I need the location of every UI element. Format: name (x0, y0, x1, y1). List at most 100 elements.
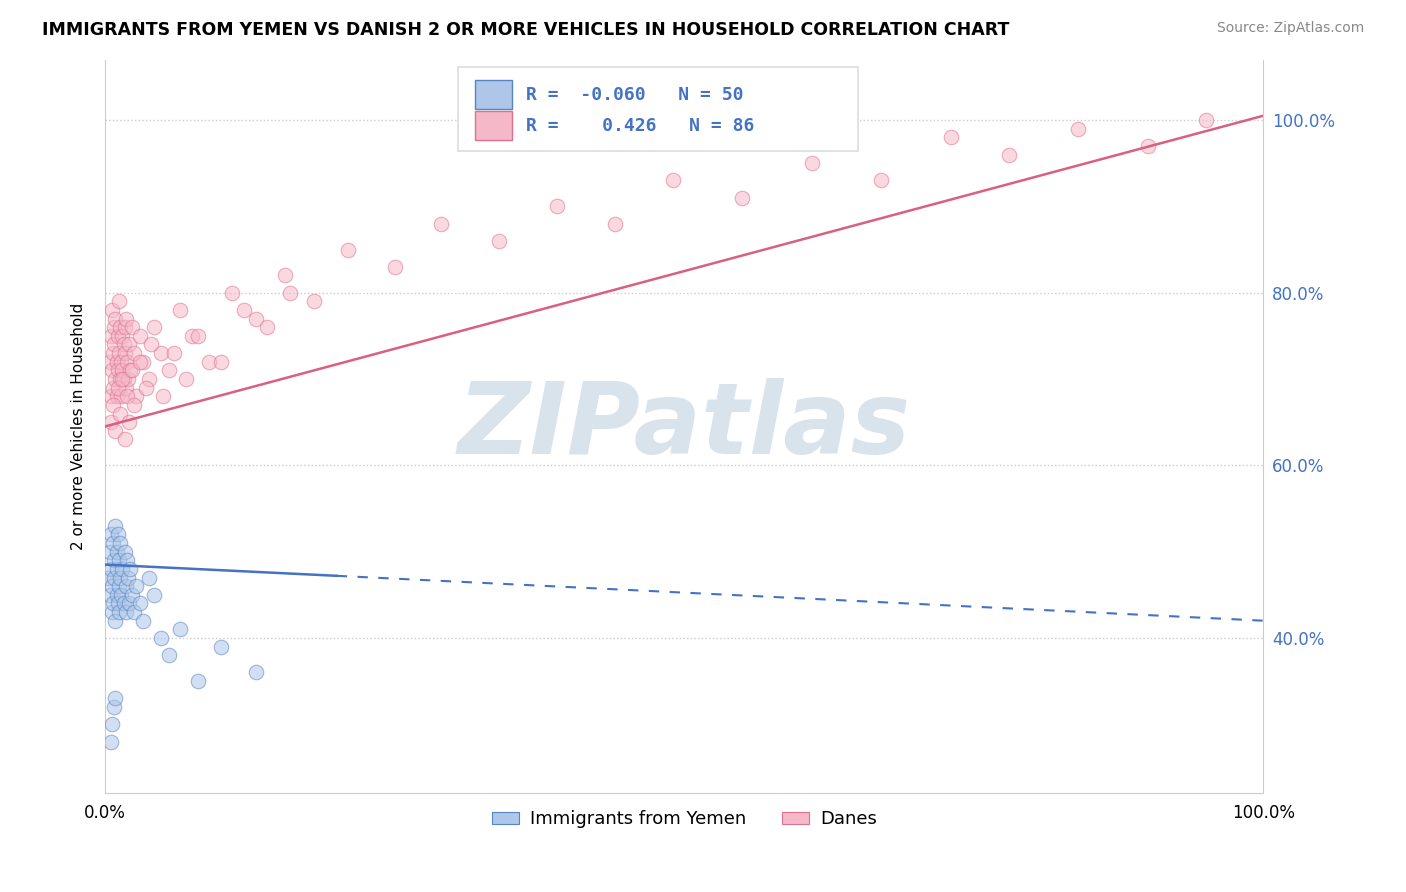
Point (117, 372, 139, 386)
Point (103, 570, 125, 584)
Point (488, 234, 510, 248)
Text: R =    0.426   N = 86: R = 0.426 N = 86 (526, 117, 754, 135)
Point (114, 544, 136, 558)
Point (800, 156, 823, 170)
Point (198, 355, 221, 369)
Point (1067, 121, 1090, 136)
Text: R =  -0.060   N = 50: R = -0.060 N = 50 (526, 86, 742, 103)
Point (105, 389, 128, 403)
Point (104, 424, 127, 438)
Point (108, 407, 131, 421)
Point (115, 389, 138, 403)
Point (114, 346, 136, 360)
Point (138, 372, 160, 386)
Point (118, 596, 141, 610)
Point (546, 199, 568, 213)
Point (117, 570, 139, 584)
Point (108, 372, 131, 386)
Point (169, 623, 191, 637)
Point (118, 337, 141, 351)
Point (111, 562, 134, 576)
Point (101, 596, 124, 610)
Point (104, 691, 127, 706)
Point (101, 363, 124, 377)
Point (180, 328, 202, 343)
Point (149, 631, 172, 645)
Point (115, 311, 138, 326)
Point (120, 562, 142, 576)
Text: IMMIGRANTS FROM YEMEN VS DANISH 2 OR MORE VEHICLES IN HOUSEHOLD CORRELATION CHAR: IMMIGRANTS FROM YEMEN VS DANISH 2 OR MOR… (42, 21, 1010, 38)
Point (731, 191, 754, 205)
Point (187, 674, 209, 689)
Point (112, 372, 135, 386)
Point (104, 518, 127, 533)
Point (187, 328, 209, 343)
Point (1136, 139, 1159, 153)
Point (98, 355, 121, 369)
Point (337, 243, 360, 257)
Point (98, 588, 121, 602)
Point (118, 415, 141, 429)
Point (115, 579, 138, 593)
Point (128, 596, 150, 610)
Point (302, 294, 325, 309)
Point (112, 596, 135, 610)
Point (112, 337, 135, 351)
Point (104, 311, 127, 326)
Point (100, 415, 122, 429)
Y-axis label: 2 or more Vehicles in Household: 2 or more Vehicles in Household (72, 303, 86, 550)
Point (245, 665, 267, 680)
Point (157, 363, 180, 377)
Point (108, 320, 131, 334)
Point (103, 320, 125, 334)
Point (115, 355, 138, 369)
Point (100, 734, 122, 748)
FancyBboxPatch shape (458, 67, 858, 152)
Point (174, 372, 197, 386)
Point (870, 173, 893, 187)
Point (1194, 113, 1216, 128)
Point (114, 433, 136, 447)
Point (100, 389, 122, 403)
Point (105, 544, 128, 558)
Point (110, 389, 132, 403)
Point (108, 536, 131, 550)
Point (430, 217, 453, 231)
Point (104, 614, 127, 628)
Point (107, 363, 129, 377)
Point (661, 173, 683, 187)
Point (122, 398, 145, 412)
Point (152, 389, 174, 403)
Point (107, 328, 129, 343)
Point (163, 346, 186, 360)
Point (100, 328, 122, 343)
Point (111, 328, 134, 343)
Point (101, 302, 124, 317)
Point (111, 363, 134, 377)
Point (245, 311, 267, 326)
Point (142, 588, 165, 602)
Point (108, 553, 131, 567)
Point (221, 285, 243, 300)
Point (128, 355, 150, 369)
Text: Source: ZipAtlas.com: Source: ZipAtlas.com (1216, 21, 1364, 35)
Point (104, 372, 127, 386)
Point (107, 596, 129, 610)
Point (122, 346, 145, 360)
Point (121, 588, 143, 602)
Point (111, 372, 134, 386)
Point (142, 320, 165, 334)
Point (132, 355, 155, 369)
Point (115, 381, 138, 395)
Point (108, 605, 131, 619)
Point (105, 588, 128, 602)
Point (132, 614, 155, 628)
Point (103, 553, 125, 567)
Point (121, 363, 143, 377)
Point (105, 562, 128, 576)
Point (125, 579, 148, 593)
Point (107, 381, 129, 395)
Point (110, 355, 132, 369)
FancyBboxPatch shape (475, 111, 512, 140)
Text: ZIPatlas: ZIPatlas (457, 378, 911, 475)
